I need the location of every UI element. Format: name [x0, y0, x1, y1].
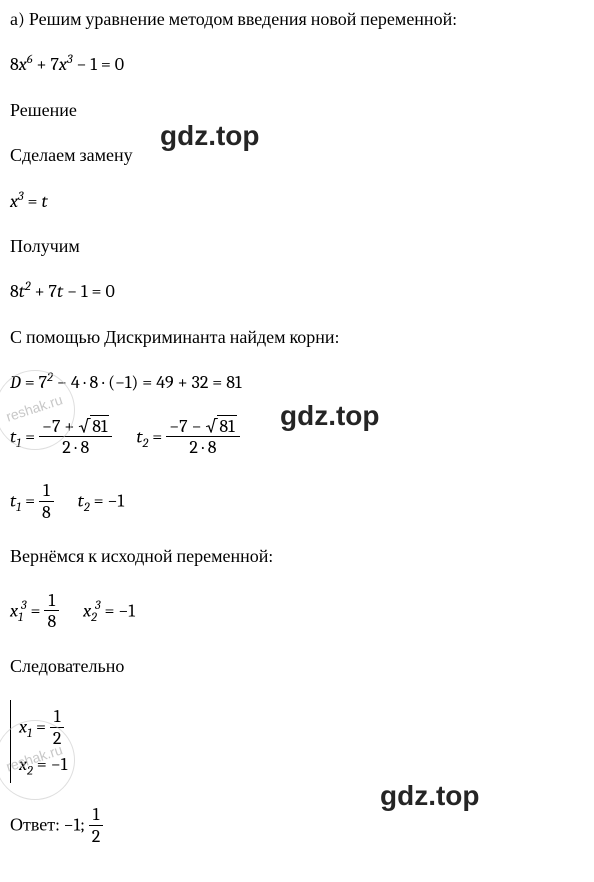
- text-answer: Ответ: −1; 12: [10, 805, 584, 847]
- text-discriminant: С помощью Дискриминанта найдем корни:: [10, 326, 584, 349]
- equation-roots-t: t1 = −7 + 81 2 · 8 t2 = −7 − 81 2 · 8: [10, 417, 584, 459]
- text-substitution: Сделаем замену: [10, 144, 584, 167]
- text-problem-statement: а) Решим уравнение методом введения ново…: [10, 8, 584, 31]
- answer-value-1: −1: [64, 815, 81, 836]
- watermark-circle-2: [0, 720, 75, 800]
- equation-quadratic: 8t2 + 7t − 1 = 0: [10, 280, 584, 303]
- text-back-to-x: Вернёмся к исходной переменной:: [10, 545, 584, 568]
- equation-substitution: x3 = t: [10, 190, 584, 213]
- equation-solutions-bracket: x1 = 12 x2 = −1: [10, 700, 584, 783]
- equation-discriminant: D = 72 − 4 · 8 · (−1) = 49 + 32 = 81: [10, 371, 584, 394]
- answer-label: Ответ:: [10, 815, 60, 836]
- equation-t-values: t1 = 18 t2 = −1: [10, 481, 584, 523]
- equation-original: 8x6 + 7x3 − 1 = 0: [10, 53, 584, 76]
- text-obtain: Получим: [10, 235, 584, 258]
- heading-solution: Решение: [10, 99, 584, 122]
- text-therefore: Следовательно: [10, 655, 584, 678]
- equation-x-cubed: x13 = 18 x23 = −1: [10, 591, 584, 633]
